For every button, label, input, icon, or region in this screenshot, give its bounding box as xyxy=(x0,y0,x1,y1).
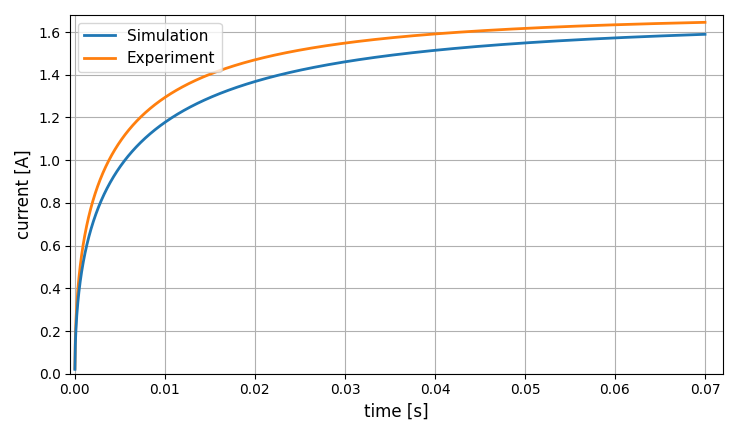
Simulation xyxy=(71,367,80,372)
Experiment xyxy=(621,22,630,27)
Y-axis label: current [A]: current [A] xyxy=(15,150,33,239)
Legend: Simulation, Experiment: Simulation, Experiment xyxy=(78,23,221,72)
Experiment xyxy=(142,109,151,114)
Line: Simulation: Simulation xyxy=(75,34,705,369)
Simulation xyxy=(688,32,697,37)
Experiment xyxy=(700,20,709,25)
Simulation xyxy=(700,32,709,37)
Experiment xyxy=(312,44,321,50)
Experiment xyxy=(688,20,697,25)
Simulation xyxy=(339,59,348,65)
Experiment xyxy=(71,366,80,371)
Line: Experiment: Experiment xyxy=(75,22,705,368)
Simulation xyxy=(142,134,151,140)
Experiment xyxy=(339,41,348,46)
X-axis label: time [s]: time [s] xyxy=(365,403,429,421)
Simulation xyxy=(180,108,189,113)
Simulation xyxy=(312,64,321,69)
Simulation xyxy=(621,35,630,40)
Experiment xyxy=(180,83,189,89)
